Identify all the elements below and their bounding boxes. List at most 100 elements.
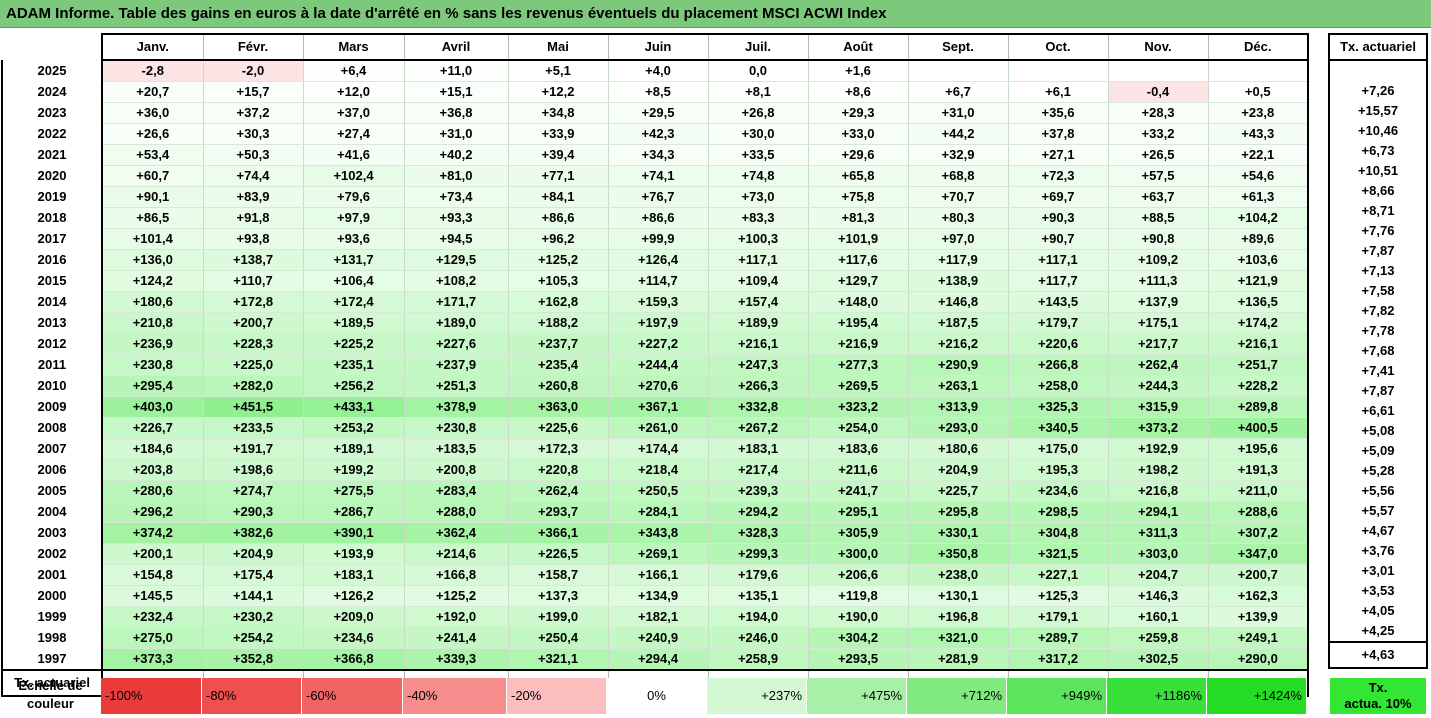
annual-rate-row: +10,46: [1328, 121, 1428, 141]
gain-cell: +254,2: [202, 627, 304, 649]
gain-cell: +32,9: [907, 144, 1009, 166]
gain-cell: +137,3: [507, 585, 609, 607]
year-label: 1997: [1, 648, 102, 670]
annual-rate-cell: +7,78: [1328, 321, 1428, 341]
gain-cell: +251,7: [1207, 354, 1309, 376]
month-header: Avril: [403, 33, 509, 61]
gain-cell: +175,0: [1007, 438, 1109, 460]
gain-cell: +259,8: [1107, 627, 1209, 649]
gain-cell: +172,3: [507, 438, 609, 460]
gain-cell: +304,2: [807, 627, 909, 649]
gain-cell: +230,8: [101, 354, 204, 376]
gain-cell: +35,6: [1007, 102, 1109, 124]
gain-cell: +199,2: [302, 459, 405, 481]
color-scale-swatch: +237%: [707, 678, 807, 714]
annual-rate-cell: +4,67: [1328, 521, 1428, 541]
color-scale-swatch: +1424%: [1207, 678, 1307, 714]
gain-cell: +339,3: [403, 648, 509, 671]
footer-annual-rate-cell: +4,63: [1328, 641, 1428, 669]
gain-cell: +281,9: [907, 648, 1009, 671]
gain-cell: +93,6: [302, 228, 405, 250]
gain-cell: +400,5: [1207, 417, 1309, 439]
annual-rate-cell: +3,01: [1328, 561, 1428, 581]
gain-cell: +275,5: [302, 480, 405, 502]
gain-cell: +210,8: [101, 312, 204, 334]
gain-cell: +209,0: [302, 606, 405, 628]
gain-cell: +250,5: [607, 480, 709, 502]
gain-cell: +74,4: [202, 165, 304, 187]
gain-cell: +280,6: [101, 480, 204, 502]
gain-cell: +83,9: [202, 186, 304, 208]
annual-rate-row: +6,73: [1328, 141, 1428, 161]
annual-rate-row: +7,82: [1328, 301, 1428, 321]
gain-cell: +12,2: [507, 81, 609, 103]
gain-cell: +197,9: [607, 312, 709, 334]
gain-cell: +247,3: [707, 354, 809, 376]
gain-cell: +94,5: [403, 228, 509, 250]
table-row: 1999 +232,4 +230,2 +209,0 +192,0 +199,0 +182,1…: [1, 606, 1309, 628]
gain-cell: +162,8: [507, 291, 609, 313]
gain-cell: [1107, 60, 1209, 82]
gain-cell: +29,5: [607, 102, 709, 124]
gain-cell: +378,9: [403, 396, 509, 418]
gain-cell: +109,4: [707, 270, 809, 292]
gain-cell: +81,0: [403, 165, 509, 187]
gain-cell: +37,2: [202, 102, 304, 124]
table-row: 2020 +60,7 +74,4 +102,4 +81,0 +77,1 +74,1 +74,8…: [1, 165, 1309, 187]
color-scale-swatch: +1186%: [1107, 678, 1207, 714]
gain-cell: +184,6: [101, 438, 204, 460]
gain-cell: +211,6: [807, 459, 909, 481]
annual-rate-row: +8,66: [1328, 181, 1428, 201]
gain-cell: +294,4: [607, 648, 709, 671]
gain-cell: +154,8: [101, 564, 204, 586]
gain-cell: +373,3: [101, 648, 204, 671]
year-label: 2006: [1, 459, 102, 481]
gain-cell: +451,5: [202, 396, 304, 418]
gain-cell: +129,5: [403, 249, 509, 271]
gain-cell: +117,6: [807, 249, 909, 271]
gain-cell: +311,3: [1107, 522, 1209, 544]
gain-cell: +93,8: [202, 228, 304, 250]
gain-cell: +218,4: [607, 459, 709, 481]
gain-cell: +228,3: [202, 333, 304, 355]
annual-rate-cell: +6,61: [1328, 401, 1428, 421]
annual-rate-row: +3,01: [1328, 561, 1428, 581]
gain-cell: +367,1: [607, 396, 709, 418]
gain-cell: +216,1: [1207, 333, 1309, 355]
gain-cell: +296,2: [101, 501, 204, 523]
gain-cell: +288,0: [403, 501, 509, 523]
gain-cell: +114,7: [607, 270, 709, 292]
gain-cell: +34,8: [507, 102, 609, 124]
gain-cell: +180,6: [907, 438, 1009, 460]
annual-rate-cell: +7,87: [1328, 241, 1428, 261]
gain-cell: +53,4: [101, 144, 204, 166]
gain-cell: +203,8: [101, 459, 204, 481]
gain-cell: +293,5: [807, 648, 909, 671]
gain-cell: +117,1: [707, 249, 809, 271]
gain-cell: +343,8: [607, 522, 709, 544]
year-label: 2000: [1, 585, 102, 607]
annual-rate-cell: +7,58: [1328, 281, 1428, 301]
gain-cell: +332,8: [707, 396, 809, 418]
gain-cell: +104,2: [1207, 207, 1309, 229]
gain-cell: +103,6: [1207, 249, 1309, 271]
gain-cell: +305,9: [807, 522, 909, 544]
gain-cell: +227,1: [1007, 564, 1109, 586]
table-row: 2007 +184,6 +191,7 +189,1 +183,5 +172,3 +174,4…: [1, 438, 1309, 460]
gain-cell: +72,3: [1007, 165, 1109, 187]
annual-rate-header: Tx. actuariel: [1328, 33, 1428, 61]
gain-cell: +145,5: [101, 585, 204, 607]
gain-cell: +166,1: [607, 564, 709, 586]
year-label: 2013: [1, 312, 102, 334]
gain-cell: +179,6: [707, 564, 809, 586]
annual-rate-cell: +7,76: [1328, 221, 1428, 241]
gain-cell: +4,0: [607, 60, 709, 82]
gain-cell: -2,0: [202, 60, 304, 82]
year-label: 2011: [1, 354, 102, 376]
gain-cell: +100,3: [707, 228, 809, 250]
table-row: 2021 +53,4 +50,3 +41,6 +40,2 +39,4 +34,3 +33,5 +…: [1, 144, 1309, 166]
month-header: Juil.: [707, 33, 809, 61]
gain-cell: +20,7: [101, 81, 204, 103]
gain-cell: +226,7: [101, 417, 204, 439]
gain-cell: +8,6: [807, 81, 909, 103]
